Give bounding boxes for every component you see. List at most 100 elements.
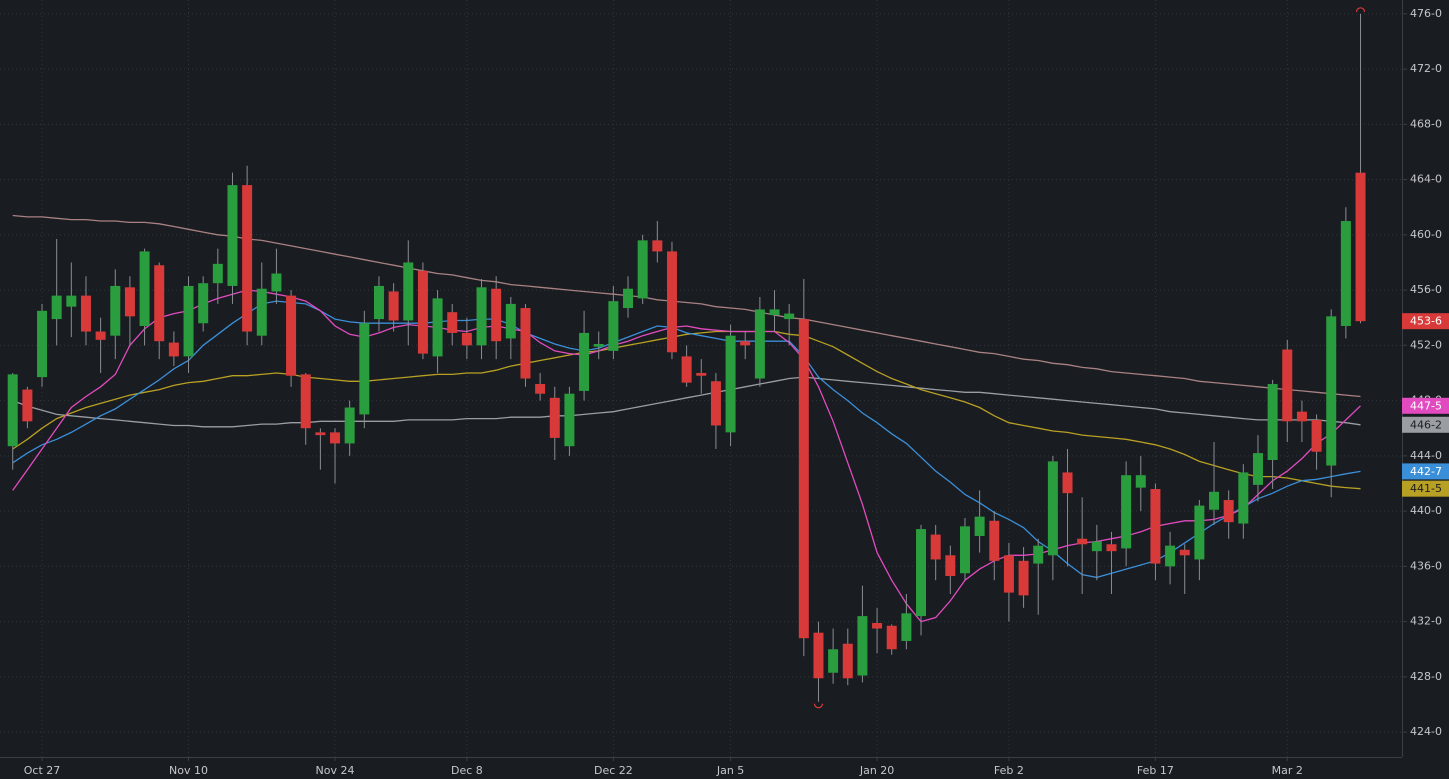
candle-body	[256, 288, 267, 336]
candle-body	[1033, 545, 1044, 564]
candle-body	[1003, 555, 1014, 593]
moving-average-line	[12, 330, 1361, 490]
high-marker	[1355, 7, 1366, 12]
low-marker	[813, 703, 824, 709]
candle-body	[447, 312, 458, 333]
price-badge	[1402, 313, 1449, 330]
candle-body	[872, 623, 883, 629]
candle-body	[432, 298, 443, 357]
candle-body	[1252, 453, 1263, 485]
candle-body	[1135, 475, 1146, 488]
candle-body	[1282, 349, 1293, 422]
candle-body	[37, 310, 48, 378]
candle-body	[168, 342, 179, 357]
candle-body	[623, 288, 634, 309]
x-tick-label: Dec 22	[594, 764, 633, 777]
candle-body	[183, 285, 194, 357]
candle-body	[1091, 541, 1102, 552]
price-badge-label: 447-5	[1410, 399, 1442, 412]
x-tick-label: Jan 5	[716, 764, 744, 777]
candle-body	[1238, 472, 1249, 524]
candle-body	[154, 265, 165, 342]
candle-body	[974, 516, 985, 536]
candle-body	[666, 251, 677, 353]
y-tick-label: 444-0	[1410, 449, 1442, 462]
candle-body	[740, 341, 751, 346]
candle-body	[842, 643, 853, 679]
candle-body	[959, 526, 970, 574]
candle-body	[579, 332, 590, 391]
candle-body	[1355, 172, 1366, 322]
candle-body	[198, 283, 209, 324]
candle-body	[1296, 411, 1307, 422]
x-tick-label: Jan 20	[859, 764, 894, 777]
candle-body	[637, 240, 648, 299]
candle-body	[549, 397, 560, 438]
candle-body	[300, 374, 311, 429]
candle-body	[359, 323, 370, 415]
candle-body	[564, 393, 575, 447]
price-badge-label: 441-5	[1410, 482, 1442, 495]
x-tick-label: Feb 17	[1137, 764, 1174, 777]
candle-body	[784, 313, 795, 320]
y-tick-label: 424-0	[1410, 725, 1442, 738]
candle-body	[608, 301, 619, 351]
candle-body	[769, 309, 780, 315]
candle-body	[945, 555, 956, 577]
candle-body	[315, 432, 326, 436]
y-tick-label: 436-0	[1410, 559, 1442, 572]
candle-body	[813, 632, 824, 679]
x-tick-label: Mar 2	[1272, 764, 1303, 777]
candle-body	[901, 613, 912, 641]
candle-body	[417, 270, 428, 354]
price-badge	[1402, 463, 1449, 480]
moving-average-line	[12, 376, 1361, 428]
candle-body	[1326, 316, 1337, 466]
candle-body	[1121, 475, 1132, 549]
candle-body	[725, 335, 736, 433]
candle-body	[51, 295, 62, 320]
candle-body	[798, 319, 809, 639]
price-badge-label: 442-7	[1410, 465, 1442, 478]
candle-body	[227, 185, 238, 286]
candle-body	[1267, 384, 1278, 461]
candle-body	[286, 295, 297, 376]
candle-body	[593, 343, 604, 347]
candle-body	[886, 625, 897, 650]
candle-body	[681, 356, 692, 383]
candle-body	[857, 616, 868, 676]
y-tick-label: 456-0	[1410, 283, 1442, 296]
x-tick-label: Nov 24	[316, 764, 355, 777]
candle-body	[916, 529, 927, 617]
candle-body	[989, 520, 1000, 561]
candle-body	[520, 308, 531, 379]
candle-body	[461, 332, 472, 346]
candle-body	[7, 374, 18, 447]
moving-average-line	[12, 300, 1361, 579]
candle-body	[1340, 221, 1351, 327]
y-tick-label: 452-0	[1410, 338, 1442, 351]
candle-body	[95, 331, 106, 340]
y-tick-label: 464-0	[1410, 173, 1442, 186]
candle-body	[535, 384, 546, 394]
candle-body	[330, 432, 341, 444]
candle-body	[1311, 419, 1322, 452]
candle-body	[1150, 489, 1161, 564]
candle-body	[373, 285, 384, 320]
candle-body	[696, 372, 707, 376]
y-tick-label: 472-0	[1410, 62, 1442, 75]
candle-body	[139, 251, 150, 327]
candle-body	[652, 240, 663, 252]
y-tick-label: 476-0	[1410, 7, 1442, 20]
price-badge	[1402, 397, 1449, 414]
candle-body	[1047, 461, 1058, 556]
candle-body	[1209, 491, 1220, 510]
candle-body	[110, 285, 121, 336]
candle-body	[828, 649, 839, 673]
candle-body	[22, 389, 33, 422]
y-tick-label: 440-0	[1410, 504, 1442, 517]
y-tick-label: 468-0	[1410, 117, 1442, 130]
